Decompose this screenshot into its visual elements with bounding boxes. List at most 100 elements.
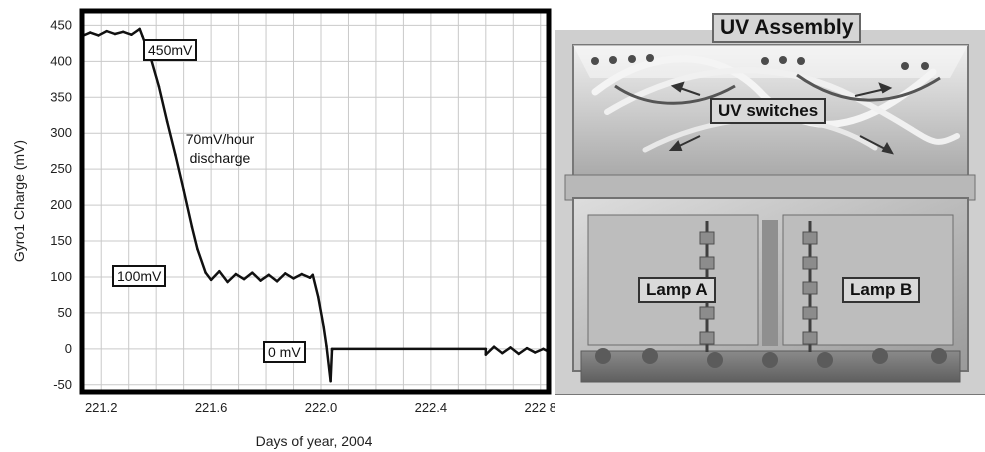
data-point xyxy=(484,347,487,350)
lamp-b-label: Lamp B xyxy=(842,277,921,303)
uv-assembly-illustration xyxy=(555,30,985,394)
series-segment xyxy=(311,273,320,299)
y-tick-label: 50 xyxy=(58,305,72,320)
x-tick-labels: 221.2 221.6 222.0 222.4 222 8 xyxy=(85,400,555,415)
data-point xyxy=(493,345,495,348)
series-segment xyxy=(484,345,496,356)
series-segment xyxy=(182,188,194,228)
data-point xyxy=(526,347,528,350)
series-segment xyxy=(209,269,221,282)
data-point xyxy=(251,271,254,274)
series-segment xyxy=(251,271,262,282)
y-tick-label: 400 xyxy=(50,53,72,68)
series-segment xyxy=(157,85,169,123)
data-point xyxy=(190,225,193,228)
y-tick-label: -50 xyxy=(53,377,72,392)
series-segment xyxy=(149,56,161,88)
data-point xyxy=(105,30,108,33)
data-point xyxy=(158,85,160,88)
x-tick-label: 222 8 xyxy=(524,400,555,415)
data-point xyxy=(114,33,116,35)
data-point xyxy=(292,277,295,280)
chart-panel: 450 400 350 300 250 200 150 100 50 0 -50 221.2 221.… xyxy=(11,8,555,449)
data-point xyxy=(174,153,177,156)
data-point xyxy=(196,248,199,250)
series-segment xyxy=(242,271,254,281)
data-point xyxy=(166,120,169,123)
series-segment xyxy=(113,30,125,36)
annotation-0mv: 0 mV xyxy=(263,341,306,363)
uv-assembly-photo: UV switches Lamp A Lamp B xyxy=(555,30,985,395)
series-segment xyxy=(322,326,328,348)
series-layer xyxy=(80,27,551,383)
series-segment xyxy=(121,30,133,36)
y-tick-label: 350 xyxy=(50,89,72,104)
series-segment xyxy=(105,29,117,36)
series-segment xyxy=(300,272,312,279)
data-point xyxy=(501,352,504,355)
data-point xyxy=(317,296,320,299)
y-axis-label: Gyro1 Charge (mV) xyxy=(11,140,27,262)
series-segment xyxy=(138,27,144,38)
data-point xyxy=(226,281,229,283)
data-point xyxy=(300,273,303,276)
data-point xyxy=(130,33,133,36)
data-point xyxy=(331,347,333,350)
data-point xyxy=(141,35,144,38)
y-tick-label: 150 xyxy=(50,233,72,248)
series-segment xyxy=(190,225,199,251)
y-tick-label: 450 xyxy=(50,17,72,32)
data-point xyxy=(534,351,537,354)
series-segment xyxy=(88,31,100,37)
data-point xyxy=(267,273,270,276)
annotation-450mv: 450mV xyxy=(143,39,198,61)
series-segment xyxy=(329,349,334,383)
data-point xyxy=(484,353,487,356)
series-segment xyxy=(196,247,207,274)
series-segment xyxy=(316,295,325,329)
y-tick-label: 0 xyxy=(65,341,72,356)
series-segment xyxy=(204,271,213,282)
data-point xyxy=(331,349,333,352)
data-point xyxy=(329,380,332,383)
x-axis-label: Days of year, 2004 xyxy=(256,433,373,449)
data-point xyxy=(322,326,325,329)
series-segment xyxy=(292,272,304,280)
data-point xyxy=(509,346,512,349)
data-point xyxy=(210,278,213,281)
data-point xyxy=(218,270,221,273)
series-segment xyxy=(517,346,529,356)
x-tick-label: 222.4 xyxy=(415,400,448,415)
series-segment xyxy=(534,347,545,354)
x-tick-label: 221.6 xyxy=(195,400,228,415)
data-point xyxy=(542,347,545,350)
data-point xyxy=(276,280,278,283)
data-point xyxy=(309,276,311,279)
x-tick-label: 221.2 xyxy=(85,400,118,415)
y-tick-label: 300 xyxy=(50,125,72,140)
annotation-discharge: 70mV/hour discharge xyxy=(185,131,255,166)
data-point xyxy=(89,31,92,34)
series-segment xyxy=(97,29,108,37)
series-segment xyxy=(259,273,271,282)
data-point xyxy=(122,30,125,33)
series-segment xyxy=(284,272,295,280)
series-segment xyxy=(165,120,177,157)
y-tick-label: 100 xyxy=(50,269,72,284)
data-point xyxy=(97,34,100,37)
series-segment xyxy=(267,273,279,283)
annotation-100mv: 100mV xyxy=(112,265,167,287)
data-point xyxy=(138,28,141,30)
photo-panel: UV switches Lamp A Lamp B UV Assembly xyxy=(555,0,985,452)
data-point xyxy=(325,345,328,347)
series-segment xyxy=(234,272,246,281)
data-point xyxy=(182,189,185,191)
y-tick-label: 200 xyxy=(50,197,72,212)
series-segment xyxy=(492,345,504,355)
data-point xyxy=(243,278,245,281)
plot-frame xyxy=(79,8,552,395)
series-segment xyxy=(275,272,287,283)
data-point xyxy=(311,273,314,276)
data-point xyxy=(259,279,262,282)
